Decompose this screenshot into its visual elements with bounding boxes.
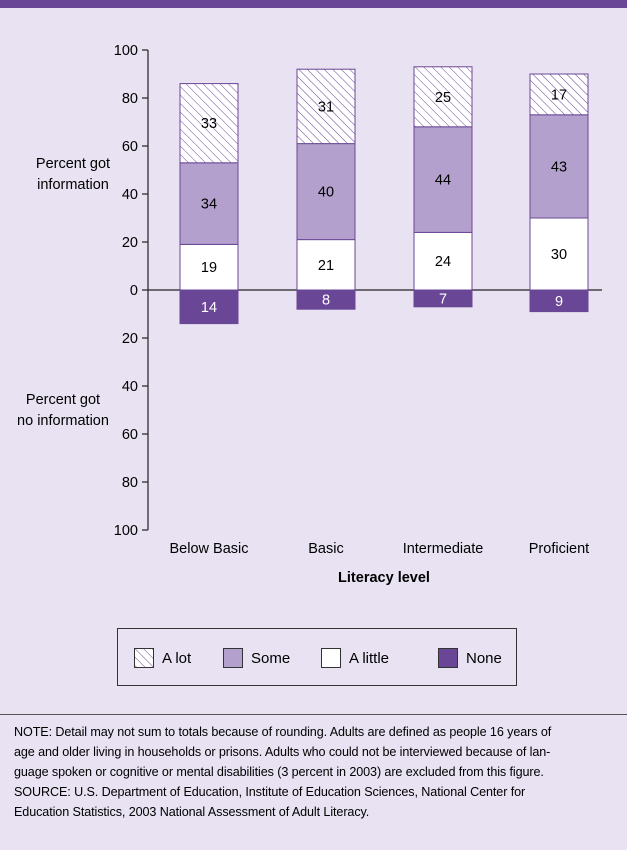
top-accent-rule (0, 0, 627, 8)
data-label-a-little: 30 (551, 247, 567, 263)
y-tick-label: 100 (114, 523, 138, 539)
bar-a-lot (296, 68, 356, 145)
legend-label-none: None (466, 649, 502, 667)
data-label-a-lot: 33 (201, 116, 217, 132)
bar-none (413, 289, 473, 308)
x-tick-label: Intermediate (403, 541, 484, 557)
data-label-none: 14 (201, 300, 217, 316)
bar-a-little (529, 217, 589, 291)
bar-a-little (296, 239, 356, 291)
legend-label-a-lot: A lot (162, 649, 192, 667)
data-label-none: 7 (439, 291, 447, 307)
x-tick-label: Proficient (529, 541, 589, 557)
data-label-a-lot: 31 (318, 99, 334, 115)
bar-some (179, 162, 239, 245)
y-tick-label: 60 (122, 427, 138, 443)
legend-label-some: Some (251, 649, 291, 667)
legend-swatch-none (438, 648, 458, 668)
data-label-some: 34 (201, 197, 217, 213)
y-tick-label: 80 (122, 91, 138, 107)
data-label-some: 44 (435, 173, 451, 189)
legend-item-none: None (438, 647, 502, 669)
y-label-top-line2: information (37, 177, 109, 193)
bar-some (529, 114, 589, 219)
footnote-line: SOURCE: U.S. Department of Education, In… (14, 785, 526, 799)
data-label-a-little: 19 (201, 260, 217, 276)
y-tick-label: 40 (122, 187, 138, 203)
data-label-a-little: 24 (435, 254, 451, 270)
y-tick-label: 0 (130, 283, 138, 299)
y-tick-label: 20 (122, 331, 138, 347)
legend-swatch-a-lot (134, 648, 154, 668)
legend-item-a-little: A little (321, 647, 389, 669)
x-tick-label: Below Basic (170, 541, 249, 557)
footnote-line: guage spoken or cognitive or mental disa… (14, 765, 544, 779)
footnote-line: Education Statistics, 2003 National Asse… (14, 805, 370, 819)
data-label-a-lot: 17 (551, 87, 567, 103)
footnote: NOTE: Detail may not sum to totals becau… (14, 722, 614, 822)
footnote-line: NOTE: Detail may not sum to totals becau… (14, 725, 552, 739)
y-tick-label: 60 (122, 139, 138, 155)
data-label-a-little: 21 (318, 258, 334, 274)
stacked-bar-chart: 100 80 60 40 20 0 20 40 60 80 100 Percent got inform… (17, 43, 602, 586)
bar-a-lot (179, 83, 239, 164)
legend-item-a-lot: A lot (134, 647, 191, 669)
footnote-divider (0, 714, 627, 715)
data-label-none: 8 (322, 293, 330, 309)
data-label-none: 9 (555, 294, 563, 310)
bar-none (296, 289, 356, 310)
legend-label-a-little: A little (349, 649, 390, 667)
data-label-some: 43 (551, 159, 567, 175)
data-label-some: 40 (318, 185, 334, 201)
legend-swatch-some (223, 648, 243, 668)
legend: A lot Some A little None (117, 628, 517, 686)
legend-item-some: Some (223, 647, 290, 669)
y-tick-label: 100 (114, 43, 138, 59)
footnote-line: age and older living in households or pr… (14, 745, 551, 759)
bar-a-lot (413, 66, 473, 128)
y-tick-label: 20 (122, 235, 138, 251)
y-label-bottom-line2: no information (17, 413, 109, 429)
x-axis-title: Literacy level (338, 570, 430, 586)
data-label-a-lot: 25 (435, 90, 451, 106)
y-tick-label: 40 (122, 379, 138, 395)
y-label-top-line1: Percent got (36, 156, 110, 172)
y-label-bottom-line1: Percent got (26, 392, 100, 408)
bar-none (529, 289, 589, 313)
bar-some (413, 126, 473, 233)
bar-none (179, 289, 239, 325)
legend-swatch-a-little (321, 648, 341, 668)
bar-a-lot (529, 73, 589, 116)
x-tick-label: Basic (308, 541, 343, 557)
y-tick-label: 80 (122, 475, 138, 491)
